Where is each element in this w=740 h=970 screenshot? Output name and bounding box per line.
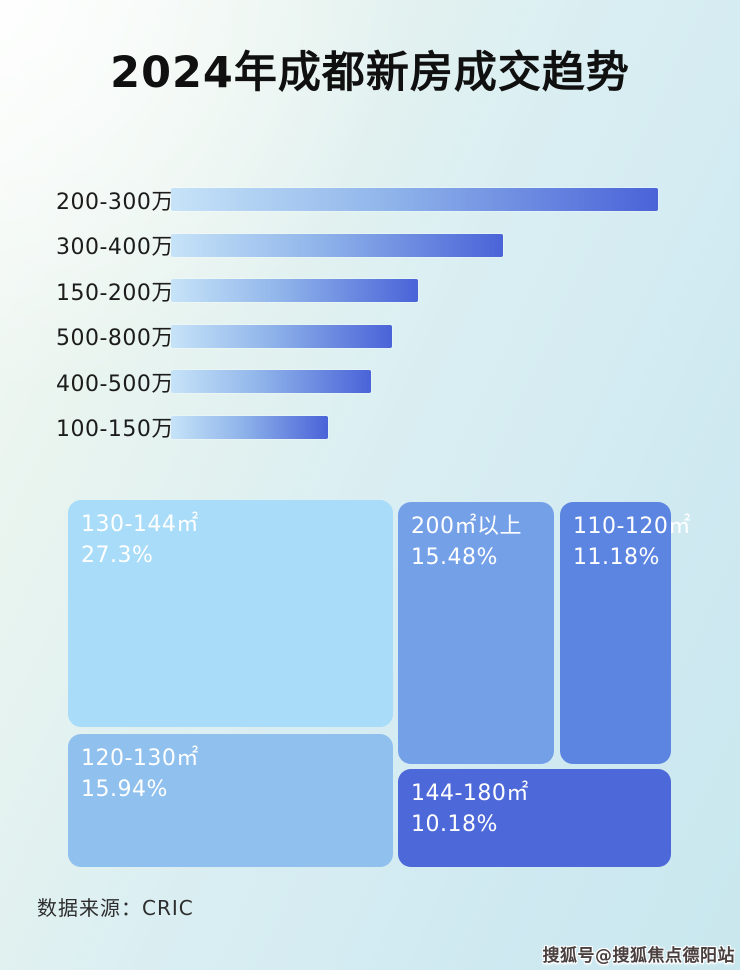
- treemap-tile-label: 130-144㎡: [81, 512, 199, 537]
- bar-fill: [171, 233, 504, 257]
- treemap-tile-value: 27.3%: [81, 543, 154, 568]
- watermark-label: 搜狐号@搜狐焦点德阳站: [542, 946, 735, 966]
- treemap-tile-label: 110-120㎡: [573, 514, 691, 539]
- treemap-tile: 120-130㎡ 15.94%: [68, 734, 393, 867]
- bar-fill: [171, 415, 328, 439]
- treemap-tile-label: 200㎡以上: [411, 514, 522, 539]
- bar-track: [171, 370, 658, 394]
- bar-row: 300-400万: [56, 223, 686, 269]
- page-title: 2024年成都新房成交趋势: [110, 48, 630, 98]
- treemap-tile-value: 15.94%: [81, 777, 168, 802]
- bar-category-label: 150-200万: [56, 280, 174, 306]
- treemap-tile: 130-144㎡ 27.3%: [68, 500, 393, 727]
- bar-category-label: 200-300万: [56, 189, 174, 215]
- bar-fill: [171, 370, 372, 394]
- bar-row: 200-300万: [56, 177, 686, 223]
- bar-track: [171, 233, 658, 257]
- bar-track: [171, 415, 658, 439]
- bar-row: 100-150万: [56, 405, 686, 451]
- treemap-tile-value: 11.18%: [573, 545, 660, 570]
- bar-row: 500-800万: [56, 314, 686, 360]
- bar-category-label: 500-800万: [56, 326, 174, 352]
- bar-category-label: 100-150万: [56, 417, 174, 443]
- treemap-tile-label: 144-180㎡: [411, 781, 529, 806]
- bar-track: [171, 188, 658, 212]
- bar-fill: [171, 324, 393, 348]
- data-source-label: 数据来源：CRIC: [37, 896, 194, 920]
- treemap-tile: 144-180㎡ 10.18%: [398, 769, 671, 867]
- treemap-tile-label: 120-130㎡: [81, 746, 199, 771]
- price-range-bar-chart: 200-300万 300-400万 150-200万 500-800万 400-500万…: [56, 177, 686, 450]
- area-size-treemap: 130-144㎡ 27.3% 120-130㎡ 15.94% 200㎡以上 15.48% 1…: [62, 494, 691, 874]
- bar-track: [171, 279, 658, 303]
- treemap-tile: 110-120㎡ 11.18%: [560, 502, 691, 764]
- bar-track: [171, 324, 658, 348]
- treemap-tile: 200㎡以上 15.48%: [398, 502, 554, 764]
- bar-row: 400-500万: [56, 359, 686, 405]
- treemap-tile-value: 15.48%: [411, 545, 498, 570]
- bar-category-label: 300-400万: [56, 235, 174, 261]
- bar-fill: [171, 279, 418, 303]
- treemap-tile-value: 10.18%: [411, 812, 498, 837]
- bar-category-label: 400-500万: [56, 371, 174, 397]
- bar-fill: [171, 188, 658, 212]
- bar-row: 150-200万: [56, 268, 686, 314]
